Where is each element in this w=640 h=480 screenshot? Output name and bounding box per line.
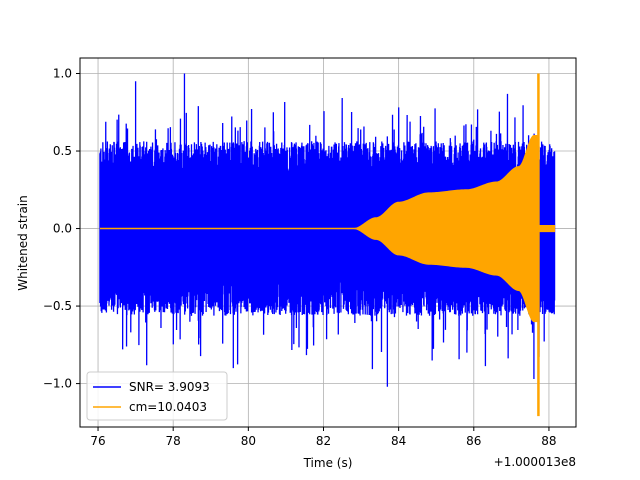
x-tick-label: 84 (391, 434, 406, 448)
y-tick-label: 0.5 (53, 144, 72, 158)
axes-frame (79, 57, 577, 428)
x-tick-label: 76 (90, 434, 105, 448)
y-axis-label: Whitened strain (16, 195, 30, 291)
legend: SNR= 3.9093 cm=10.0403 (86, 371, 228, 421)
y-tick-label: 0.0 (53, 222, 72, 236)
legend-label: SNR= 3.9093 (129, 380, 210, 394)
x-tick-label: 80 (241, 434, 256, 448)
x-tick-label: 86 (466, 434, 481, 448)
x-axis-label: Time (s) (303, 456, 353, 470)
y-tick-label: 1.0 (53, 67, 72, 81)
x-axis-offset-label: +1.000013e8 (494, 455, 576, 469)
legend-label: cm=10.0403 (129, 400, 207, 414)
y-tick-label: −1.0 (43, 377, 72, 391)
x-tick-label: 78 (166, 434, 181, 448)
ticks: 76 78 80 82 84 86 88 −1.0 −0.5 0.0 0.5 1.0 (43, 67, 557, 448)
legend-box (86, 371, 228, 421)
x-tick-label: 82 (316, 434, 331, 448)
x-tick-label: 88 (541, 434, 556, 448)
plot-area (99, 73, 556, 417)
y-tick-label: −0.5 (43, 299, 72, 313)
